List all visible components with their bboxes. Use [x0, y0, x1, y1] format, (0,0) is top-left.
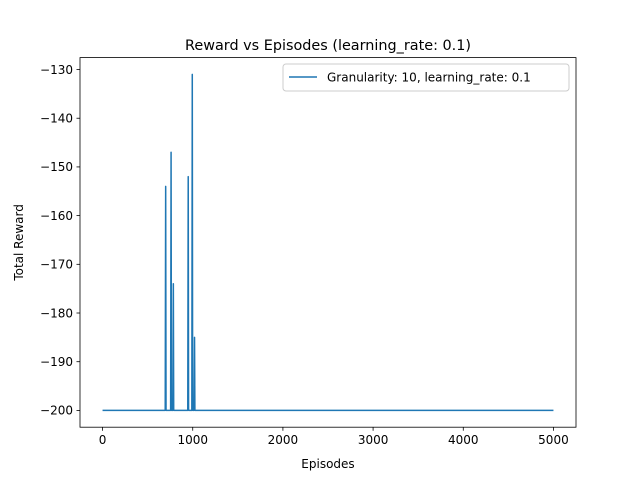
plot-frame: [79, 57, 577, 428]
x-tick-label: 4000: [448, 433, 479, 447]
x-axis-ticks: 0 1000 2000 3000 4000 5000: [99, 427, 569, 447]
x-tick-label: 1000: [177, 433, 208, 447]
legend-label: Granularity: 10, learning_rate: 0.1: [327, 71, 531, 85]
x-tick-label: 3000: [358, 433, 389, 447]
x-tick-label: 5000: [538, 433, 569, 447]
y-axis-label: Total Reward: [12, 204, 26, 282]
x-tick-label: 2000: [268, 433, 299, 447]
x-tick-label: 0: [99, 433, 107, 447]
y-tick-label: −180: [40, 306, 73, 320]
y-tick-label: −170: [40, 258, 73, 272]
legend: Granularity: 10, learning_rate: 0.1: [282, 63, 570, 92]
y-tick-label: −140: [40, 112, 73, 126]
y-tick-label: −160: [40, 209, 73, 223]
y-tick-label: −200: [40, 404, 73, 418]
y-tick-label: −130: [40, 63, 73, 77]
y-axis-ticks: −200 −190 −180 −170 −160 −150 −140 −130: [40, 63, 80, 418]
series-line-0: [102, 73, 554, 412]
y-tick-label: −190: [40, 355, 73, 369]
x-axis-label: Episodes: [301, 457, 354, 471]
chart-title: Reward vs Episodes (learning_rate: 0.1): [185, 38, 471, 54]
legend-box: [282, 63, 570, 92]
series-layer: [102, 73, 554, 412]
y-tick-label: −150: [40, 160, 73, 174]
